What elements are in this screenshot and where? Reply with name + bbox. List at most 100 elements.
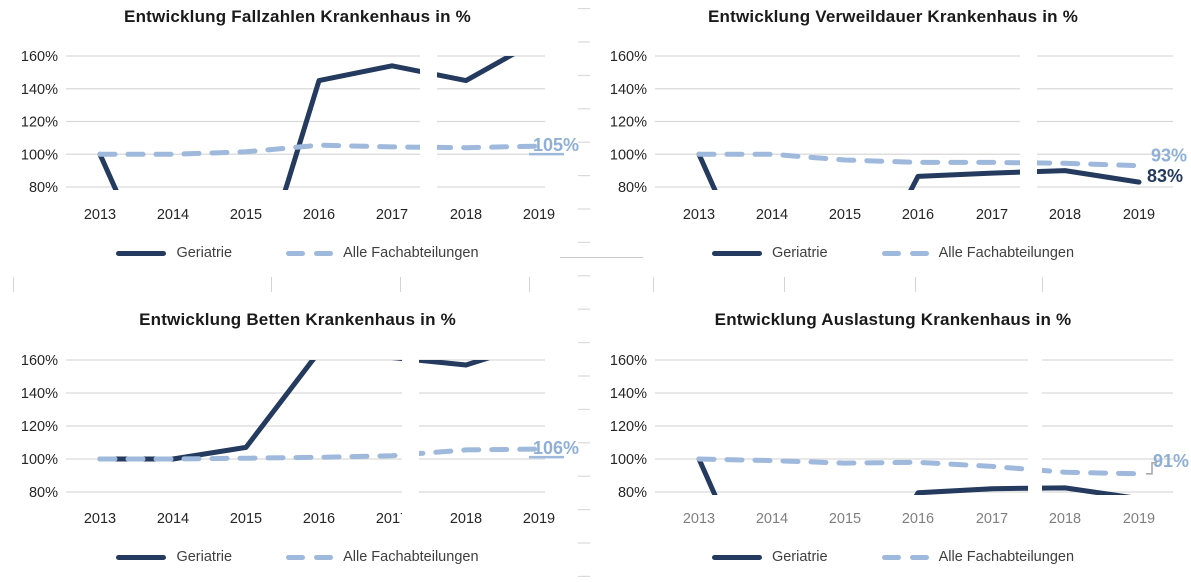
- x-tick-label: 2019: [523, 511, 555, 527]
- x-tick-label: 2017: [976, 511, 1008, 527]
- end-data-label: 106%: [533, 438, 579, 458]
- y-tick-label: 80%: [29, 485, 58, 501]
- excel-row-gridline-artifact: [578, 375, 590, 377]
- legend-label-geriatrie: Geriatrie: [771, 549, 828, 565]
- x-tick-label: 2014: [756, 511, 788, 527]
- x-tick-label: 2019: [1123, 207, 1155, 223]
- excel-row-gridline-artifact: [578, 408, 590, 410]
- y-tick-label: 120%: [21, 115, 58, 131]
- series-line-alle-fachabteilungen: [696, 151, 1142, 169]
- series-line-alle-fachabteilungen: [97, 142, 542, 157]
- dashed-line-icon: [881, 554, 901, 560]
- seam-artifact: [402, 345, 419, 533]
- legend-alle-swatch: [286, 554, 334, 560]
- geriatrie-line-icon: [116, 554, 167, 560]
- excel-row-gridline-artifact: [578, 208, 590, 210]
- y-tick-label: 160%: [610, 353, 647, 369]
- y-tick-label: 80%: [618, 180, 647, 196]
- legend-label-alle-fachabteilungen: Alle Fachabteilungen: [938, 245, 1075, 261]
- x-tick-label: 2015: [829, 207, 861, 223]
- excel-column-gridline-artifact: [529, 277, 530, 292]
- x-tick-label: 2014: [157, 511, 189, 527]
- x-tick-label: 2019: [1123, 511, 1155, 527]
- chart-verweildauer: Entwicklung Verweildauer Krankenhaus in …: [595, 0, 1191, 290]
- x-tick-label: 2013: [683, 207, 715, 223]
- excel-row-gridline-artifact: [578, 141, 590, 143]
- excel-row-gridline-artifact: [578, 542, 590, 544]
- chart-title: Entwicklung Betten Krankenhaus in %: [139, 310, 456, 329]
- x-tick-label: 2019: [523, 207, 555, 223]
- excel-column-gridline-artifact: [13, 277, 14, 292]
- dashed-line-icon: [286, 250, 306, 256]
- legend-alle-swatch: [881, 250, 929, 256]
- excel-column-gridline-artifact: [653, 277, 654, 292]
- legend-geriatrie-swatch: [116, 250, 167, 256]
- x-tick-label: 2018: [1049, 207, 1081, 223]
- x-tick-label: 2016: [902, 511, 934, 527]
- y-tick-label: 80%: [618, 485, 647, 501]
- excel-column-gridline-artifact: [400, 277, 401, 292]
- x-tick-label: 2017: [376, 511, 408, 527]
- legend-label-alle-fachabteilungen: Alle Fachabteilungen: [938, 549, 1075, 565]
- chart-title: Entwicklung Auslastung Krankenhaus in %: [714, 310, 1072, 329]
- excel-row-gridline-artifact: [578, 41, 590, 43]
- chart-image-border-artifact: [560, 257, 643, 258]
- y-tick-label: 80%: [29, 180, 58, 196]
- excel-column-gridline-artifact: [271, 277, 272, 292]
- dashed-line-icon: [909, 250, 929, 256]
- chart-canvas-auslastung: 160% 140% 120% 100% 80% 2013 2014 2015 2016 2017 2…: [610, 345, 1189, 527]
- excel-row-gridline-artifact: [578, 8, 590, 10]
- legend-label-geriatrie: Geriatrie: [176, 245, 233, 261]
- seam-artifact: [1028, 345, 1042, 502]
- y-tick-label: 160%: [610, 49, 647, 65]
- x-tick-label: 2014: [756, 207, 788, 223]
- chart-legend: Geriatrie Alle Fachabteilungen: [0, 548, 595, 566]
- legend-label-alle-fachabteilungen: Alle Fachabteilungen: [343, 549, 479, 565]
- x-tick-label: 2013: [683, 511, 715, 527]
- chart-title: Entwicklung Verweildauer Krankenhaus in …: [707, 7, 1079, 26]
- seam-artifact: [420, 40, 437, 196]
- legend-geriatrie-swatch: [116, 554, 167, 560]
- chart-canvas-betten: 160% 140% 120% 100% 80% 2013 2014 2015 2016 2017 2…: [21, 345, 579, 533]
- excel-row-gridline-artifact: [578, 175, 590, 177]
- y-tick-label: 100%: [610, 147, 647, 163]
- dashed-line-icon: [909, 554, 929, 560]
- y-tick-label: 120%: [610, 115, 647, 131]
- chart-legend: Geriatrie Alle Fachabteilungen: [0, 244, 595, 262]
- x-tick-label: 2015: [230, 511, 262, 527]
- y-tick-label: 120%: [21, 419, 58, 435]
- chart-auslastung: Entwicklung Auslastung Krankenhaus in % …: [595, 290, 1191, 582]
- legend-label-geriatrie: Geriatrie: [176, 549, 233, 565]
- geriatrie-line-icon: [711, 554, 762, 560]
- excel-row-gridline-artifact: [578, 308, 590, 310]
- x-tick-label: 2014: [157, 207, 189, 223]
- excel-row-gridline-artifact: [578, 509, 590, 511]
- x-tick-label: 2018: [450, 207, 482, 223]
- excel-column-gridline-artifact: [915, 277, 916, 292]
- y-tick-label: 140%: [21, 82, 58, 98]
- chart-canvas-verweildauer: 160% 140% 120% 100% 80% 2013 2014 2015 2016 2017 2…: [610, 40, 1187, 223]
- legend-label-geriatrie: Geriatrie: [771, 245, 828, 261]
- end-data-label: 83%: [1147, 166, 1183, 186]
- excel-row-gridline-artifact: [578, 442, 590, 444]
- x-tick-label: 2016: [902, 207, 934, 223]
- excel-row-gridline-artifact: [578, 475, 590, 477]
- x-tick-label: 2013: [84, 511, 116, 527]
- dashed-line-icon: [314, 250, 334, 256]
- excel-row-gridline-artifact: [578, 241, 590, 243]
- series-line-geriatrie: [97, 56, 515, 190]
- x-tick-label: 2015: [230, 207, 262, 223]
- x-tick-label: 2016: [303, 207, 335, 223]
- chart-betten: Entwicklung Betten Krankenhaus in % 160%…: [0, 290, 595, 582]
- series-line-geriatrie: [696, 456, 1132, 495]
- seam-artifact: [1020, 40, 1037, 196]
- excel-row-gridline-artifact: [578, 275, 590, 277]
- y-tick-label: 140%: [21, 386, 58, 402]
- chart-canvas-fallzahlen: 160% 140% 120% 100% 80% 2013 2014 2015 2016 2017 2…: [21, 40, 579, 223]
- chart-legend: Geriatrie Alle Fachabteilungen: [595, 244, 1191, 262]
- legend-geriatrie-swatch: [711, 250, 762, 256]
- x-tick-label: 2013: [84, 207, 116, 223]
- y-tick-label: 160%: [21, 353, 58, 369]
- geriatrie-line-icon: [711, 250, 762, 256]
